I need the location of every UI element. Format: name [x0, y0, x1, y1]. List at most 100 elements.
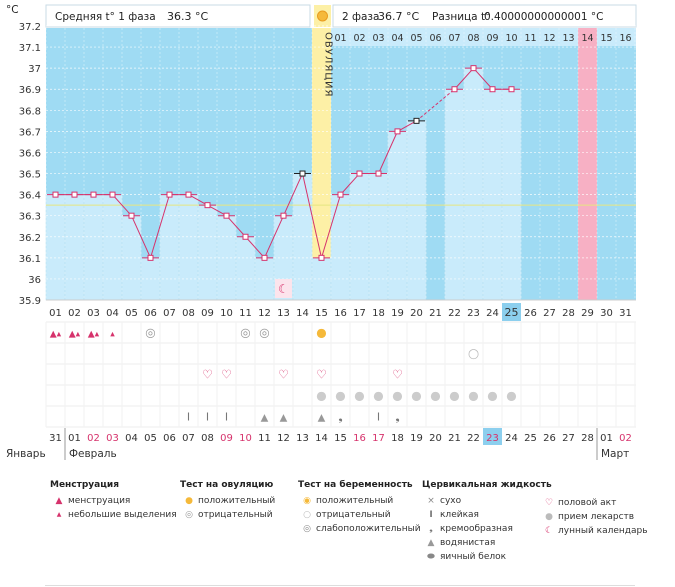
phase2-value: 36.7 °C [378, 10, 419, 23]
temperature-point [109, 191, 116, 198]
calendar-date-label: 27 [562, 433, 575, 444]
phase2-day-label: 07 [448, 33, 460, 44]
temperature-bar [197, 204, 218, 301]
sticky-icon: I [206, 411, 209, 424]
legend-item: водянистая [440, 538, 496, 548]
sticky-icon: I [377, 411, 380, 424]
legend-item: клейкая [440, 510, 479, 520]
y-tick-label: 36.3 [19, 212, 41, 223]
temperature-point [71, 191, 78, 198]
calendar-date-label: 10 [239, 433, 252, 444]
calendar-dates: 31 01 02 03 04 05 06 07 08 09 10 11 12 13 14 15 16 17 18 19… [6, 428, 632, 460]
temperature-point [90, 191, 97, 198]
phase2-day-label: 03 [372, 33, 384, 44]
calendar-date-label: 22 [467, 433, 480, 444]
phase2-day-label: 11 [524, 33, 536, 44]
calendar-date-label: 03 [106, 433, 119, 444]
temperature-line-segment [283, 173, 303, 216]
y-tick-label: 36.2 [19, 233, 41, 244]
calendar-date-label: 28 [581, 433, 594, 444]
temperature-line-segment [245, 236, 265, 259]
pregnancy-positive-icon: ◉ [303, 496, 311, 506]
calendar-date-label: 23 [486, 433, 499, 444]
pill-icon: ● [449, 389, 459, 403]
pill-icon: ● [468, 389, 478, 403]
temperature-line-segment [473, 67, 493, 90]
creamy-icon: ❟ [395, 411, 399, 424]
calendar-date-label: 20 [429, 433, 442, 444]
y-tick-label: 36.8 [19, 106, 41, 117]
watery-icon: ▲ [261, 413, 269, 424]
legend-item: отрицательный [198, 510, 273, 520]
calendar-date-label: 06 [163, 433, 176, 444]
temperature-point [337, 191, 344, 198]
temperature-bar [463, 67, 484, 301]
calendar-date-label: 12 [277, 433, 290, 444]
calendar-date-label: 19 [410, 433, 423, 444]
temperature-point [356, 170, 363, 177]
temperature-point [394, 128, 401, 135]
calendar-date-label: 11 [258, 433, 271, 444]
y-tick-label: 36.7 [19, 127, 41, 138]
current-day-highlight [502, 303, 521, 321]
temperature-point [318, 254, 325, 261]
cycle-day-label: 23 [467, 308, 480, 319]
divider [45, 585, 635, 586]
temperature-bar [406, 120, 427, 301]
legend-title: Тест на беременность [298, 480, 413, 490]
cycle-day-label: 24 [486, 308, 499, 319]
temperature-point [185, 191, 192, 198]
phase2-day-label: 10 [505, 33, 517, 44]
y-tick-label: 36.4 [19, 191, 41, 202]
cycle-day-label: 17 [353, 308, 366, 319]
temperature-line-segment [321, 194, 341, 258]
temperature-line-segment [264, 215, 284, 259]
calendar-date-label: 02 [87, 433, 100, 444]
calendar-date-label: 04 [125, 433, 138, 444]
legend-item: положительный [198, 496, 276, 506]
y-tick-label: 35.9 [19, 296, 41, 307]
phase1-value: 36.3 °C [167, 10, 208, 23]
phase2-day-label: 13 [562, 33, 574, 44]
cycle-day-label: 14 [296, 308, 309, 319]
temperature-line-segment [340, 173, 360, 195]
watery-icon: ▲ [427, 538, 435, 548]
pill-icon: ● [392, 389, 402, 403]
temperature-point [242, 233, 249, 240]
current-date-highlight [483, 428, 502, 445]
phase2-day-label: 04 [391, 33, 403, 44]
egg-white-icon: ▲ [318, 413, 326, 424]
y-tick-label: 37.2 [19, 22, 41, 33]
creamy-icon: ❟ [338, 411, 342, 424]
ovulation-column [312, 28, 331, 300]
cycle-day-label: 22 [448, 308, 461, 319]
sticky-icon: I [225, 411, 228, 424]
ovulation-label: ОВУЛЯЦИЯ [323, 32, 334, 98]
cycle-day-label: 02 [68, 308, 81, 319]
phase2-day-label: 15 [600, 33, 612, 44]
pill-icon: ● [335, 389, 345, 403]
negative-test-icon: ◎ [259, 326, 269, 340]
watery-icon: ▲ [280, 413, 288, 424]
cycle-day-label: 28 [562, 308, 575, 319]
cycle-day-label: 19 [391, 308, 404, 319]
y-axis: 37.2 37.1 37 36.9 36.8 36.7 36.6 36.5 36.4 36.3 36… [19, 22, 41, 307]
y-tick-label: 37 [28, 64, 41, 75]
cycle-day-label: 16 [334, 308, 347, 319]
calendar-date-label: 02 [619, 433, 632, 444]
calendar-date-label: 17 [372, 433, 385, 444]
cycle-day-label: 31 [619, 308, 632, 319]
heart-icon: ♡ [544, 498, 554, 508]
phase2-day-label: 12 [543, 33, 555, 44]
pill-icon: ● [430, 389, 440, 403]
phase2-day-label: 14 [581, 33, 593, 44]
calendar-date-label: 09 [220, 433, 233, 444]
calendar-date-label: 18 [391, 433, 404, 444]
temperature-bar [83, 194, 104, 301]
temperature-point [489, 86, 496, 93]
legend-item: положительный [316, 496, 394, 506]
pill-icon: ● [411, 389, 421, 403]
temperature-point [261, 254, 268, 261]
temperature-bar [178, 194, 199, 301]
